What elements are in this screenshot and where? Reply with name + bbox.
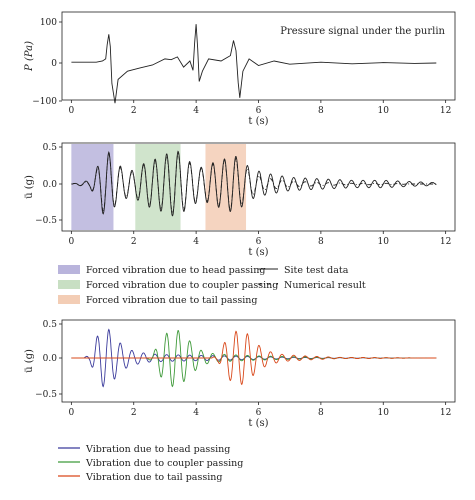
x-tick-label: 2 [131,106,137,116]
x-tick-label: 10 [378,408,390,418]
x-axis-label: t (s) [248,418,268,429]
series-line-1 [71,150,437,217]
x-tick-label: 12 [440,106,451,116]
legend-middle: Forced vibration due to head passing Forc… [58,265,366,306]
series-line-3 [71,330,437,386]
panel-annotation: Pressure signal under the purlin [280,26,445,37]
x-tick-label: 0 [68,237,74,247]
legend-swatch [58,280,80,289]
shaded-region-3 [205,144,247,230]
plot-frame [61,142,456,232]
x-tick-label: 2 [131,237,137,247]
y-tick-label: 100 [40,18,57,28]
x-tick-label: 4 [193,237,199,247]
legend-swatch [58,265,80,274]
x-tick-label: 6 [256,237,262,247]
y-tick-label: −0.5 [35,390,57,400]
y-tick-label: 0 [51,59,57,69]
x-tick-label: 12 [440,237,451,247]
y-axis-label: P (Pa) [24,41,35,72]
chart-panel-2: 0 2 4 6 8 10 12 0.5 0.0 −0.5 t (s) ü (g) [24,142,456,258]
x-tick-label: 6 [256,408,262,418]
y-tick-label: 0.0 [43,180,58,190]
legend-label: Site test data [284,265,349,276]
x-tick-label: 8 [318,237,324,247]
y-tick-label: −100 [32,97,57,107]
x-tick-label: 6 [256,106,262,116]
y-tick-label: 0.0 [43,354,58,364]
y-axis-label: ü (g) [24,349,35,373]
legend-label: Vibration due to head passing [85,444,230,455]
legend-swatch [58,295,80,304]
legend-label: Vibration due to coupler passing [85,458,243,469]
legend-label: Forced vibration due to tail passing [86,295,258,306]
x-tick-label: 2 [131,408,137,418]
plot-frame [61,319,456,403]
series-line-1 [71,24,437,104]
x-tick-label: 8 [318,408,324,418]
x-tick-label: 10 [378,237,390,247]
x-tick-label: 8 [318,106,324,116]
x-tick-label: 0 [68,106,74,116]
y-tick-label: 0.5 [43,143,58,153]
x-tick-label: 0 [68,408,74,418]
chart-panel-1: 0 2 4 6 8 10 12 100 0 −100 t (s) P (Pa) Pressure sig… [24,11,456,127]
series-line-2 [71,151,437,215]
legend-label: Numerical result [284,280,366,291]
x-tick-label: 12 [440,408,451,418]
x-tick-label: 4 [193,106,199,116]
x-axis-label: t (s) [248,247,268,258]
x-axis-label: t (s) [248,116,268,127]
x-tick-label: 4 [193,408,199,418]
chart-panel-3: 0 2 4 6 8 10 12 0.5 0.0 −0.5 t (s) ü (g) [24,319,456,429]
y-tick-label: 0.5 [43,320,58,330]
legend-bottom: Vibration due to head passing Vibration d… [58,444,243,483]
legend-label: Forced vibration due to head passing [86,265,265,276]
legend-label: Vibration due to tail passing [85,472,222,483]
x-tick-label: 10 [378,106,390,116]
y-tick-label: −0.5 [35,216,57,226]
shaded-region-1 [71,144,114,230]
y-axis-label: ü (g) [24,175,35,199]
legend-label: Forced vibration due to coupler passing [86,280,278,291]
